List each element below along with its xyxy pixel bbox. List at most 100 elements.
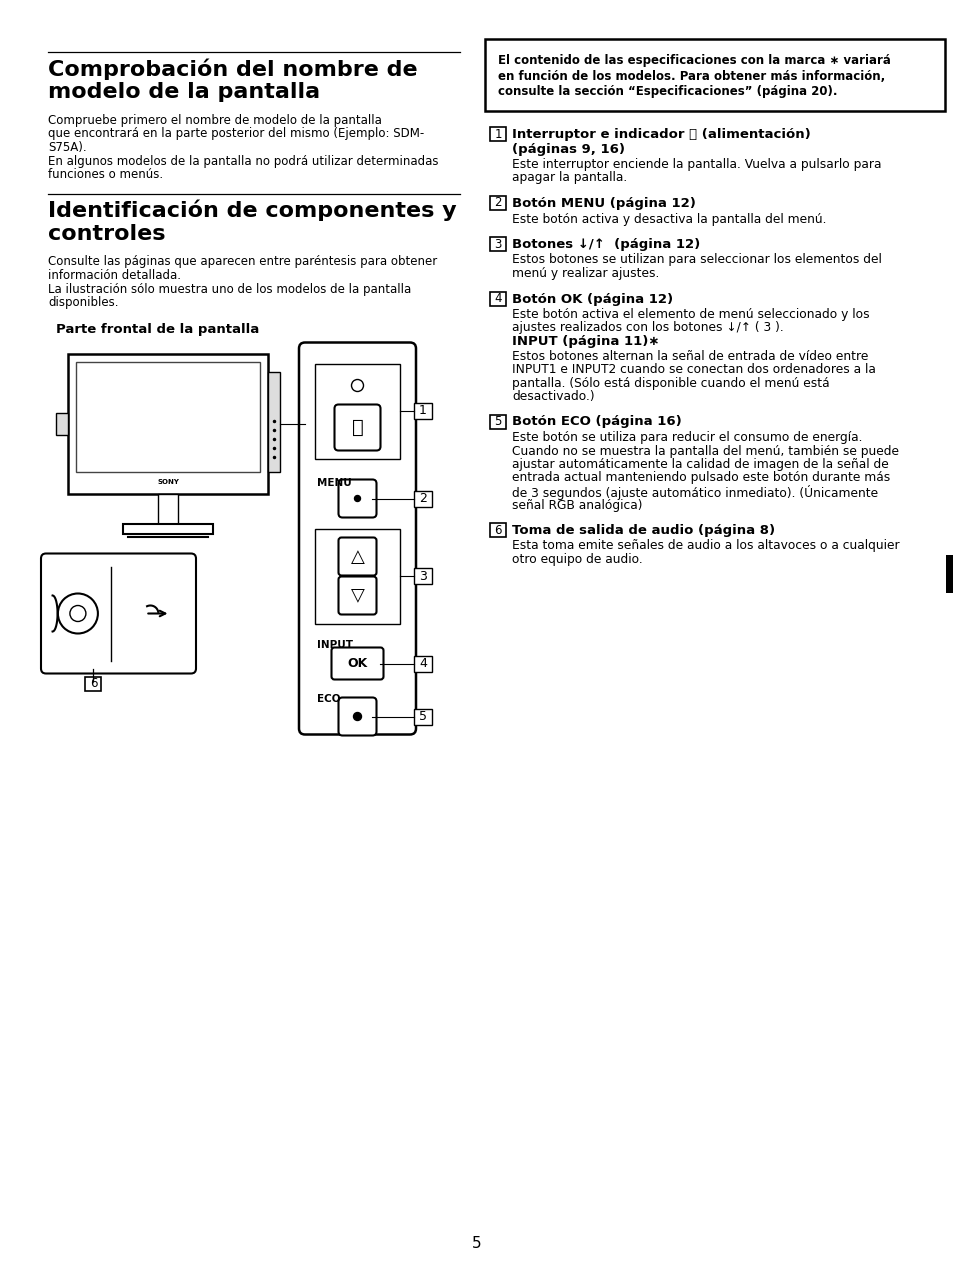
- Text: Este interruptor enciende la pantalla. Vuelva a pulsarlo para: Este interruptor enciende la pantalla. V…: [512, 158, 881, 171]
- Text: 4: 4: [418, 657, 427, 670]
- FancyBboxPatch shape: [338, 697, 376, 735]
- Text: ES: ES: [950, 564, 953, 583]
- Text: S75A).: S75A).: [48, 141, 87, 154]
- Circle shape: [70, 605, 86, 622]
- FancyBboxPatch shape: [338, 577, 376, 614]
- Bar: [268, 372, 280, 471]
- Text: ajustes realizados con los botones ↓/↑ ( 3 ).: ajustes realizados con los botones ↓/↑ (…: [512, 321, 783, 335]
- Bar: [414, 708, 432, 725]
- FancyBboxPatch shape: [338, 538, 376, 576]
- Circle shape: [354, 712, 361, 721]
- Text: 6: 6: [494, 524, 501, 536]
- Text: ⏻: ⏻: [352, 418, 363, 437]
- Text: información detallada.: información detallada.: [48, 269, 181, 282]
- Text: INPUT (página 11)∗: INPUT (página 11)∗: [512, 335, 659, 348]
- Bar: [490, 414, 505, 428]
- Text: controles: controles: [48, 223, 165, 243]
- Bar: [945, 555, 953, 592]
- Text: Compruebe primero el nombre de modelo de la pantalla: Compruebe primero el nombre de modelo de…: [48, 113, 381, 127]
- Text: en función de los modelos. Para obtener más información,: en función de los modelos. Para obtener …: [497, 70, 884, 83]
- Bar: [414, 656, 432, 671]
- Bar: [314, 529, 399, 623]
- Text: En algunos modelos de la pantalla no podrá utilizar determinadas: En algunos modelos de la pantalla no pod…: [48, 154, 438, 167]
- Text: que encontrará en la parte posterior del mismo (Ejemplo: SDM-: que encontrará en la parte posterior del…: [48, 127, 424, 140]
- FancyBboxPatch shape: [41, 553, 195, 674]
- FancyBboxPatch shape: [298, 343, 416, 735]
- Bar: [490, 524, 505, 538]
- Circle shape: [58, 594, 98, 633]
- Text: El contenido de las especificaciones con la marca ∗ variará: El contenido de las especificaciones con…: [497, 54, 890, 68]
- Text: 1: 1: [418, 405, 427, 418]
- Bar: [123, 524, 213, 534]
- Text: OK: OK: [347, 657, 367, 670]
- Text: Esta toma emite señales de audio a los altavoces o a cualquier: Esta toma emite señales de audio a los a…: [512, 539, 899, 553]
- Text: funciones o menús.: funciones o menús.: [48, 168, 163, 181]
- Text: 5: 5: [494, 415, 501, 428]
- Text: Botón OK (página 12): Botón OK (página 12): [512, 293, 673, 306]
- Circle shape: [351, 380, 363, 391]
- Text: modelo de la pantalla: modelo de la pantalla: [48, 82, 320, 102]
- Text: apagar la pantalla.: apagar la pantalla.: [512, 172, 626, 185]
- Circle shape: [355, 496, 360, 502]
- Text: ECO: ECO: [316, 693, 340, 703]
- Text: △: △: [350, 548, 364, 566]
- Text: INPUT1 e INPUT2 cuando se conectan dos ordenadores a la: INPUT1 e INPUT2 cuando se conectan dos o…: [512, 363, 875, 376]
- FancyBboxPatch shape: [338, 479, 376, 517]
- Bar: [86, 676, 101, 691]
- Text: menú y realizar ajustes.: menú y realizar ajustes.: [512, 268, 659, 280]
- Text: La ilustración sólo muestra uno de los modelos de la pantalla: La ilustración sólo muestra uno de los m…: [48, 283, 411, 296]
- Text: de 3 segundos (ajuste automático inmediato). (Únicamente: de 3 segundos (ajuste automático inmedia…: [512, 485, 877, 499]
- Text: Cuando no se muestra la pantalla del menú, también se puede: Cuando no se muestra la pantalla del men…: [512, 445, 898, 457]
- FancyBboxPatch shape: [335, 405, 380, 451]
- Text: otro equipo de audio.: otro equipo de audio.: [512, 553, 642, 566]
- Text: ▽: ▽: [350, 586, 364, 604]
- Text: disponibles.: disponibles.: [48, 296, 118, 310]
- Text: Toma de salida de audio (página 8): Toma de salida de audio (página 8): [512, 524, 774, 538]
- Text: Este botón se utiliza para reducir el consumo de energía.: Este botón se utiliza para reducir el co…: [512, 431, 862, 445]
- Bar: [76, 362, 260, 471]
- Text: Este botón activa y desactiva la pantalla del menú.: Este botón activa y desactiva la pantall…: [512, 213, 825, 225]
- Text: 6: 6: [90, 676, 97, 691]
- Text: señal RGB analógica): señal RGB analógica): [512, 498, 641, 511]
- Bar: [490, 127, 505, 141]
- Bar: [490, 292, 505, 306]
- Text: entrada actual manteniendo pulsado este botón durante más: entrada actual manteniendo pulsado este …: [512, 471, 889, 484]
- Text: INPUT: INPUT: [316, 641, 353, 651]
- Bar: [490, 237, 505, 251]
- Text: Botones ↓/↑  (página 12): Botones ↓/↑ (página 12): [512, 238, 700, 251]
- Text: Estos botones se utilizan para seleccionar los elementos del: Estos botones se utilizan para seleccion…: [512, 254, 881, 266]
- Bar: [68, 353, 268, 493]
- FancyBboxPatch shape: [484, 39, 944, 111]
- Text: Este botón activa el elemento de menú seleccionado y los: Este botón activa el elemento de menú se…: [512, 308, 869, 321]
- Text: 5: 5: [472, 1237, 481, 1251]
- Text: 2: 2: [494, 196, 501, 209]
- Text: Parte frontal de la pantalla: Parte frontal de la pantalla: [56, 324, 259, 336]
- Bar: [414, 490, 432, 507]
- Text: Comprobación del nombre de: Comprobación del nombre de: [48, 59, 417, 79]
- Bar: [56, 413, 68, 434]
- Text: desactivado.): desactivado.): [512, 390, 594, 403]
- Text: (páginas 9, 16): (páginas 9, 16): [512, 143, 624, 155]
- Text: 3: 3: [418, 569, 427, 582]
- Text: 4: 4: [494, 292, 501, 304]
- Text: consulte la sección “Especificaciones” (página 20).: consulte la sección “Especificaciones” (…: [497, 85, 837, 98]
- Text: 5: 5: [418, 710, 427, 724]
- Text: SONY: SONY: [157, 479, 179, 485]
- Text: MENU: MENU: [316, 478, 352, 488]
- Text: 3: 3: [494, 237, 501, 251]
- Text: Estos botones alternan la señal de entrada de vídeo entre: Estos botones alternan la señal de entra…: [512, 349, 867, 363]
- Bar: [414, 403, 432, 419]
- Text: Interruptor e indicador ⏻ (alimentación): Interruptor e indicador ⏻ (alimentación): [512, 127, 810, 141]
- Bar: [414, 568, 432, 583]
- Text: Identificación de componentes y: Identificación de componentes y: [48, 200, 456, 220]
- Text: Consulte las páginas que aparecen entre paréntesis para obtener: Consulte las páginas que aparecen entre …: [48, 256, 436, 269]
- Text: pantalla. (Sólo está disponible cuando el menú está: pantalla. (Sólo está disponible cuando e…: [512, 377, 829, 390]
- Text: Botón ECO (página 16): Botón ECO (página 16): [512, 415, 681, 428]
- Bar: [158, 493, 178, 524]
- FancyBboxPatch shape: [331, 647, 383, 679]
- Text: 2: 2: [418, 492, 427, 505]
- Text: Botón MENU (página 12): Botón MENU (página 12): [512, 197, 695, 210]
- Bar: [314, 363, 399, 459]
- Text: ajustar automáticamente la calidad de imagen de la señal de: ajustar automáticamente la calidad de im…: [512, 457, 888, 471]
- Bar: [490, 196, 505, 210]
